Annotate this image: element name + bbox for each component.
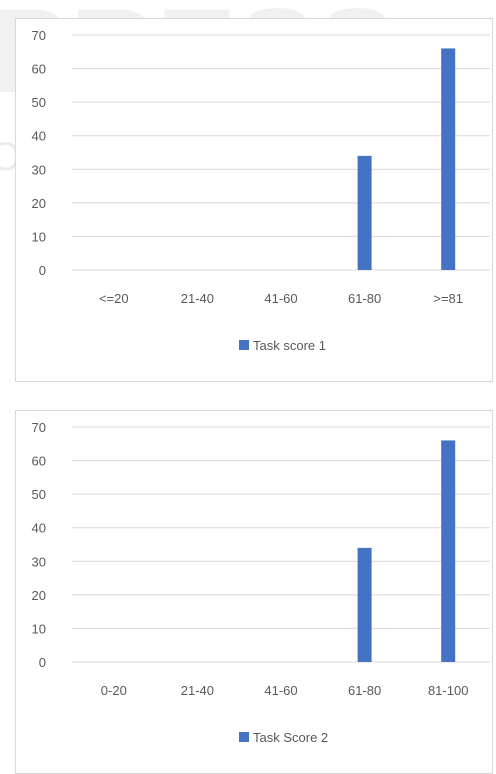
legend-label: Task score 1 xyxy=(253,338,326,353)
x-tick-label: 41-60 xyxy=(264,683,297,698)
y-tick-label: 0 xyxy=(39,263,46,278)
y-tick-label: 30 xyxy=(32,554,46,569)
y-tick-label: 10 xyxy=(32,621,46,636)
x-tick-label: 61-80 xyxy=(348,291,381,306)
y-tick-label: 0 xyxy=(39,655,46,670)
x-tick-label: >=81 xyxy=(433,291,463,306)
y-tick-label: 40 xyxy=(32,521,46,536)
y-tick-label: 70 xyxy=(32,420,46,435)
legend-swatch xyxy=(239,732,249,742)
y-tick-label: 60 xyxy=(32,62,46,77)
y-tick-label: 20 xyxy=(32,196,46,211)
y-tick-label: 50 xyxy=(32,95,46,110)
x-tick-label: 41-60 xyxy=(264,291,297,306)
chart-panel-1: 0 10 20 30 40 50 60 70 <=20 21-40 41-60 61-80 >=81 Ta… xyxy=(15,18,493,382)
chart-2: 0 10 20 30 40 50 60 70 0-20 21-40 41-60 61-80 81-100… xyxy=(32,420,490,745)
bar xyxy=(441,48,456,270)
x-tick-label: <=20 xyxy=(99,291,129,306)
legend-label: Task Score 2 xyxy=(253,730,328,745)
bar xyxy=(357,155,372,270)
legend-swatch xyxy=(239,340,249,350)
x-tick-label: 0-20 xyxy=(101,683,127,698)
y-tick-label: 50 xyxy=(32,487,46,502)
x-tick-label: 61-80 xyxy=(348,683,381,698)
y-tick-label: 40 xyxy=(32,129,46,144)
y-tick-label: 70 xyxy=(32,28,46,43)
x-tick-label: 21-40 xyxy=(181,683,214,698)
bar xyxy=(441,440,456,662)
bar xyxy=(357,547,372,662)
chart-panel-2: 0 10 20 30 40 50 60 70 0-20 21-40 41-60 61-80 81-100… xyxy=(15,410,493,774)
chart-1: 0 10 20 30 40 50 60 70 <=20 21-40 41-60 61-80 >=81 Ta… xyxy=(32,28,490,353)
x-tick-label: 21-40 xyxy=(181,291,214,306)
y-tick-label: 10 xyxy=(32,229,46,244)
y-tick-label: 30 xyxy=(32,162,46,177)
y-tick-label: 20 xyxy=(32,588,46,603)
y-tick-label: 60 xyxy=(32,454,46,469)
x-tick-label: 81-100 xyxy=(428,683,468,698)
